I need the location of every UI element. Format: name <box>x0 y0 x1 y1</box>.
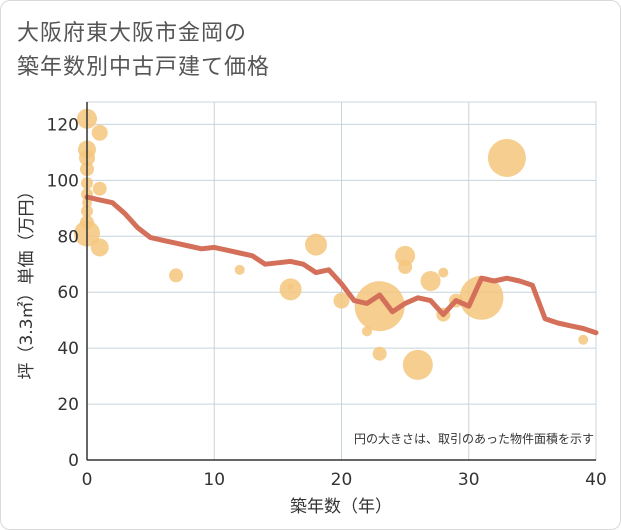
bubble-point <box>90 238 109 257</box>
axes <box>86 102 596 461</box>
y-tick-label: 40 <box>57 339 79 359</box>
y-tick-label: 20 <box>57 395 79 415</box>
bubble-point <box>395 245 416 266</box>
chart-title-line-1: 大阪府東大阪市金岡の <box>17 21 248 46</box>
bubble-point <box>354 281 405 332</box>
bubbles <box>74 108 589 380</box>
bubble-point <box>459 275 504 320</box>
bubble-point <box>333 292 350 309</box>
bubble-point <box>169 268 184 283</box>
bubble-point <box>92 181 107 196</box>
bubble-point <box>420 271 441 291</box>
bubble-point <box>372 346 387 361</box>
y-axis-label: 坪（3.3㎡）単価（万円） <box>17 182 37 379</box>
bubble-point <box>305 233 328 256</box>
bubble-point <box>578 334 589 345</box>
bubble-point <box>91 124 108 141</box>
bubble-point <box>402 349 433 380</box>
bubble-size-note: 円の大きさは、取引のあった物件面積を示す <box>354 431 594 446</box>
x-tick-label: 30 <box>458 470 480 490</box>
y-tick-labels: 0 20 40 60 80 100 120 <box>47 115 79 471</box>
y-tick-label: 100 <box>47 171 79 191</box>
x-tick-label: 10 <box>203 470 225 490</box>
chart-title-line-2: 築年数別中古戸建て価格 <box>17 55 271 80</box>
grid <box>87 102 597 460</box>
bubble-point <box>287 283 294 290</box>
chart-title: 大阪府東大阪市金岡の 築年数別中古戸建て価格 <box>17 17 270 85</box>
average-line <box>84 194 599 336</box>
x-tick-label: 20 <box>331 470 353 490</box>
average-price-line <box>84 194 599 336</box>
bubble-point <box>234 264 245 275</box>
x-tick-label: 40 <box>585 470 607 490</box>
y-tick-label: 120 <box>47 115 79 135</box>
x-tick-labels: 0 10 20 30 40 <box>82 470 607 490</box>
y-tick-label: 80 <box>57 227 79 247</box>
y-tick-label: 60 <box>57 283 79 303</box>
x-axis-label: 築年数（年） <box>290 497 392 517</box>
bubble-point <box>438 267 449 278</box>
bubble-point <box>487 138 526 177</box>
bubble-point <box>398 260 413 275</box>
y-tick-label: 0 <box>68 451 79 471</box>
x-tick-label: 0 <box>82 470 93 490</box>
